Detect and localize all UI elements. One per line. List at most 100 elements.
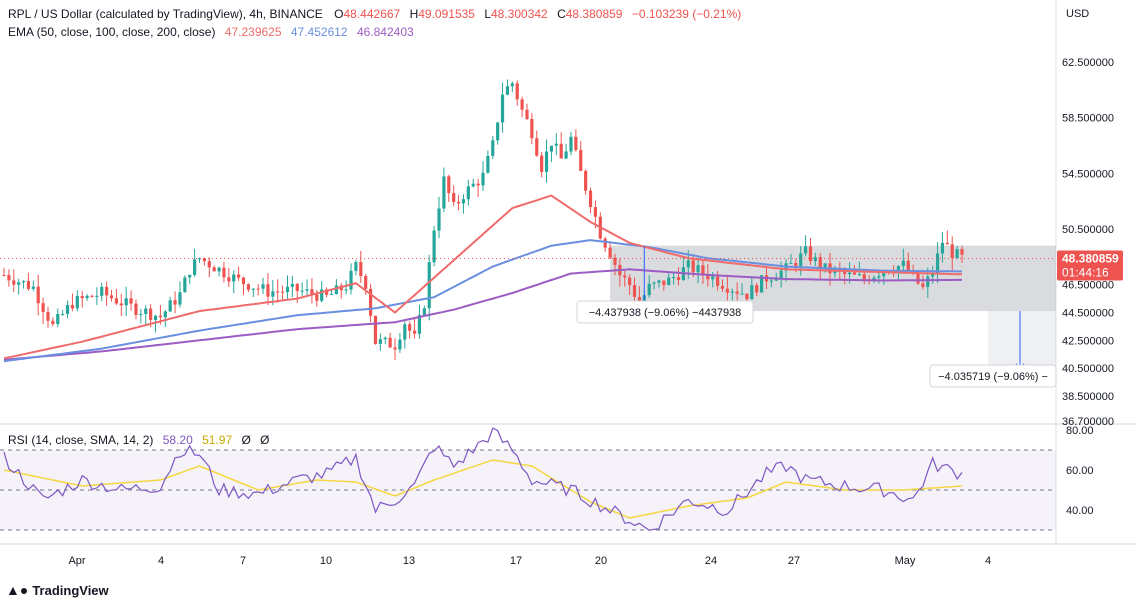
candle-body [554, 143, 558, 146]
price-tick-label: 46.500000 [1062, 280, 1114, 292]
candle-body [383, 337, 387, 340]
candle-body [818, 257, 822, 269]
low-value: 48.300342 [491, 7, 548, 21]
candle-body [12, 280, 16, 285]
candle-body [515, 83, 519, 100]
candle-body [755, 285, 759, 293]
candle-body [119, 303, 123, 306]
ema200-value: 46.842403 [356, 25, 414, 39]
candle-body [716, 276, 720, 286]
candle-body [417, 314, 422, 334]
rsi-sma-line [3, 459, 963, 519]
candle-body [500, 94, 505, 123]
candle-body [100, 286, 104, 296]
candle-body [310, 289, 314, 295]
candle-body [134, 303, 138, 315]
rsi-extra-1: Ø [241, 433, 251, 447]
price-tick-label: 44.500000 [1062, 307, 1114, 319]
low-label: L [484, 7, 491, 21]
candle-body [579, 149, 583, 171]
candle-body [823, 263, 827, 269]
candle-body [388, 337, 392, 348]
candle-body [158, 315, 163, 318]
candle-body [315, 294, 319, 301]
candle-body [305, 289, 309, 291]
candle-body [711, 276, 715, 280]
candle-body [623, 275, 627, 278]
candle-body [559, 143, 563, 159]
candle-body [769, 280, 773, 282]
candle-body [789, 262, 793, 264]
candle-body [510, 83, 514, 87]
candle-body [613, 257, 617, 265]
price-tick-label: 62.500000 [1062, 57, 1114, 69]
candle-body [41, 303, 45, 312]
candle-body [364, 276, 368, 289]
candle-body [906, 260, 910, 272]
rsi-legend[interactable]: RSI (14, close, SMA, 14, 2) 58.20 51.97 … [8, 433, 270, 447]
time-tick-label: 4 [985, 555, 991, 567]
measure-label-1: −4.437938 (−9.06%) −4437938 [589, 307, 742, 319]
candle-body [564, 151, 568, 159]
time-tick-label: May [895, 555, 916, 567]
close-label: C [557, 7, 566, 21]
candle-body [197, 258, 202, 260]
candle-body [652, 282, 656, 284]
candle-body [461, 199, 466, 204]
candle-body [471, 183, 475, 187]
candle-body [21, 281, 26, 283]
ema-legend[interactable]: EMA (50, close, 100, close, 200, close) … [8, 25, 414, 39]
time-tick-label: 4 [158, 555, 164, 567]
candle-body [7, 275, 11, 281]
price-tick-label: 50.500000 [1062, 224, 1114, 236]
candle-body [349, 270, 353, 290]
candle-body [672, 277, 676, 279]
ema50-value: 47.239625 [224, 25, 282, 39]
candle-body [266, 284, 270, 297]
candle-body [950, 244, 954, 259]
candle-body [549, 145, 554, 152]
candle-body [51, 320, 55, 325]
candle-body [46, 311, 50, 321]
candle-body [584, 170, 588, 191]
candle-body [222, 267, 226, 278]
candle-body [368, 288, 373, 316]
candle-body [256, 288, 260, 290]
ema-label: EMA (50, close, 100, close, 200, close) [8, 25, 216, 39]
candle-body [105, 286, 109, 296]
candle-body [36, 286, 40, 304]
candle-body [178, 292, 182, 305]
candle-body [70, 304, 75, 309]
candle-body [456, 201, 461, 204]
candle-body [725, 288, 729, 293]
candle-body [281, 291, 285, 293]
candle-body [955, 249, 959, 259]
candle-body [2, 274, 6, 276]
close-value: 48.380859 [565, 7, 623, 21]
candle-body [608, 247, 612, 258]
candle-body [334, 285, 338, 295]
candle-body [637, 296, 642, 304]
candle-body [412, 330, 417, 334]
candle-body [735, 291, 739, 294]
candle-body [129, 298, 133, 304]
countdown-tag: 01:44:16 [1062, 265, 1109, 279]
candle-body [857, 274, 861, 276]
candle-body [774, 278, 778, 281]
rsi-sma-value: 51.97 [202, 433, 233, 447]
time-tick-label: 27 [788, 555, 800, 567]
candle-body [408, 324, 412, 331]
time-tick-label: Apr [68, 555, 85, 567]
candle-body [960, 249, 964, 255]
candle-body [588, 190, 593, 208]
candle-body [144, 308, 148, 314]
candle-body [706, 273, 710, 280]
high-value: 49.091535 [418, 7, 475, 21]
candle-body [403, 324, 407, 340]
candle-body [378, 339, 382, 344]
price-tick-label: 38.500000 [1062, 391, 1114, 403]
candle-body [237, 274, 241, 278]
candle-body [398, 339, 402, 350]
candle-body [447, 176, 451, 194]
